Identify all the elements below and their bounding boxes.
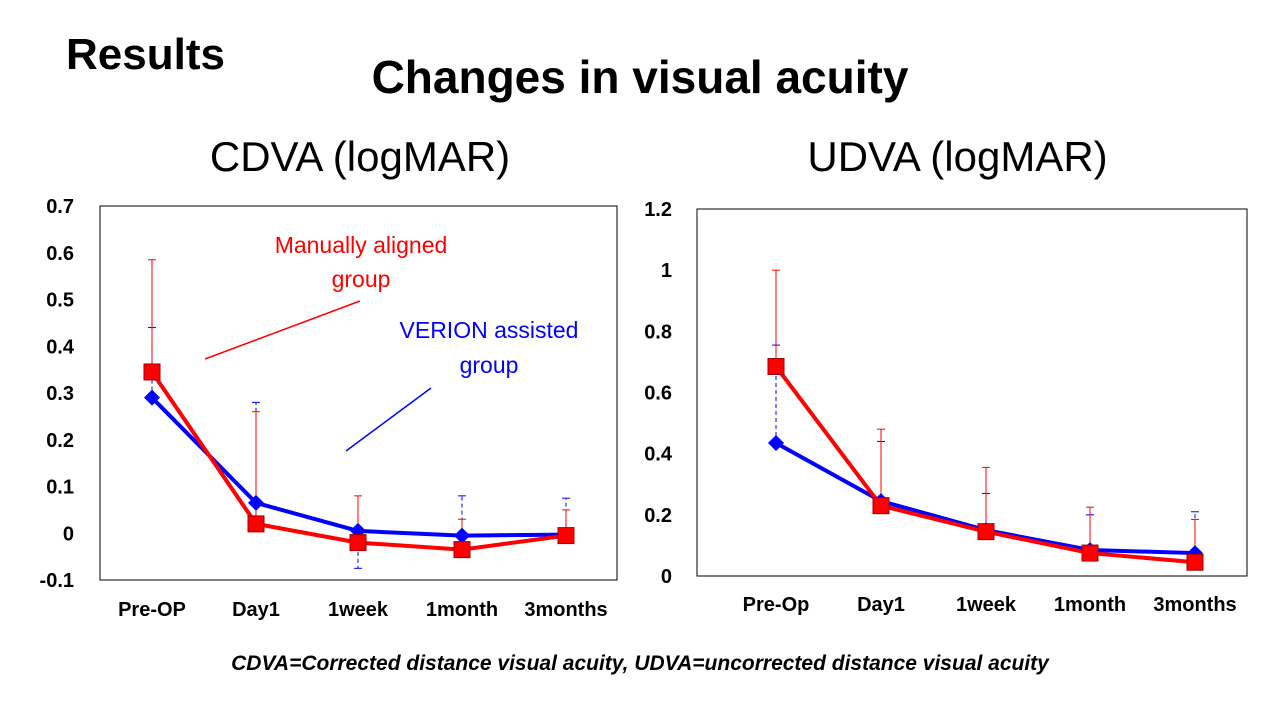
cdva-point-verion bbox=[144, 389, 160, 406]
section-title: Results bbox=[66, 30, 225, 79]
udva-ytick-label: 1 bbox=[661, 260, 672, 282]
udva-point-manual bbox=[1186, 553, 1204, 571]
cdva-point-manual bbox=[453, 541, 471, 559]
udva-ytick-label: 0.8 bbox=[644, 321, 672, 343]
cdva-chart: -0.1 0 0.1 0.2 0.3 0.4 0.5 0.6 0.7 Pre-OP Day1 1wee… bbox=[40, 196, 618, 621]
cdva-ytick-label: 0.3 bbox=[46, 383, 74, 405]
udva-xtick-label: 3months bbox=[1153, 594, 1236, 616]
udva-plot-frame bbox=[696, 208, 1248, 577]
udva-xtick-label: Day1 bbox=[857, 594, 905, 616]
cdva-xtick-label: Day1 bbox=[232, 599, 280, 621]
footnote: CDVA=Corrected distance visual acuity, U… bbox=[231, 652, 1049, 675]
verion-group-label: VERION assisted bbox=[400, 317, 579, 343]
cdva-ytick-label: 0.5 bbox=[46, 290, 74, 312]
cdva-plot-frame bbox=[99, 205, 618, 581]
udva-ytick-label: 1.2 bbox=[644, 199, 672, 221]
cdva-ytick-label: 0.1 bbox=[46, 477, 74, 499]
cdva-xtick-label: 1week bbox=[328, 599, 389, 621]
udva-xtick-label: Pre-Op bbox=[743, 594, 810, 616]
udva-xtick-label: 1week bbox=[956, 594, 1017, 616]
udva-ytick-label: 0.6 bbox=[644, 383, 672, 405]
cdva-ytick-label: 0 bbox=[63, 523, 74, 545]
udva-point-manual bbox=[767, 358, 785, 376]
udva-ytick-label: 0.4 bbox=[644, 444, 673, 466]
manual-group-label: Manually aligned bbox=[275, 232, 448, 258]
verion-label-pointer bbox=[345, 387, 432, 452]
manual-group-label: group bbox=[332, 266, 391, 292]
udva-chart: 0 0.2 0.4 0.6 0.8 1 1.2 Pre-Op Day1 1week 1month 3m… bbox=[644, 199, 1248, 616]
cdva-xtick-label: Pre-OP bbox=[118, 599, 186, 621]
cdva-point-manual bbox=[349, 534, 367, 552]
udva-chart-title: UDVA (logMAR) bbox=[807, 133, 1108, 180]
slide-title: Changes in visual acuity bbox=[371, 51, 909, 103]
manual-label-pointer bbox=[204, 300, 361, 360]
udva-xtick-label: 1month bbox=[1054, 594, 1126, 616]
udva-ytick-label: 0 bbox=[661, 566, 672, 588]
cdva-point-verion bbox=[248, 494, 264, 511]
udva-point-manual bbox=[977, 523, 995, 541]
cdva-point-verion bbox=[454, 527, 470, 544]
cdva-point-manual bbox=[143, 363, 161, 381]
cdva-ytick-label: 0.6 bbox=[46, 243, 74, 265]
udva-point-manual bbox=[1081, 544, 1099, 562]
cdva-chart-title: CDVA (logMAR) bbox=[209, 133, 511, 180]
cdva-point-manual bbox=[247, 515, 265, 533]
udva-point-verion bbox=[768, 434, 784, 451]
cdva-ytick-label: 0.4 bbox=[46, 336, 75, 358]
cdva-ytick-label: 0.2 bbox=[46, 430, 74, 452]
verion-group-label: group bbox=[460, 352, 519, 378]
cdva-point-manual bbox=[557, 527, 575, 545]
udva-ytick-label: 0.2 bbox=[644, 505, 672, 527]
cdva-xtick-label: 3months bbox=[524, 599, 607, 621]
cdva-xtick-label: 1month bbox=[426, 599, 498, 621]
cdva-ytick-label: -0.1 bbox=[40, 570, 74, 592]
udva-point-manual bbox=[872, 497, 890, 515]
cdva-ytick-label: 0.7 bbox=[46, 196, 74, 218]
